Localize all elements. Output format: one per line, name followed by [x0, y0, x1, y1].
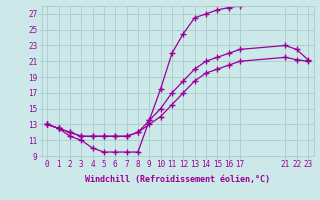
X-axis label: Windchill (Refroidissement éolien,°C): Windchill (Refroidissement éolien,°C)	[85, 175, 270, 184]
